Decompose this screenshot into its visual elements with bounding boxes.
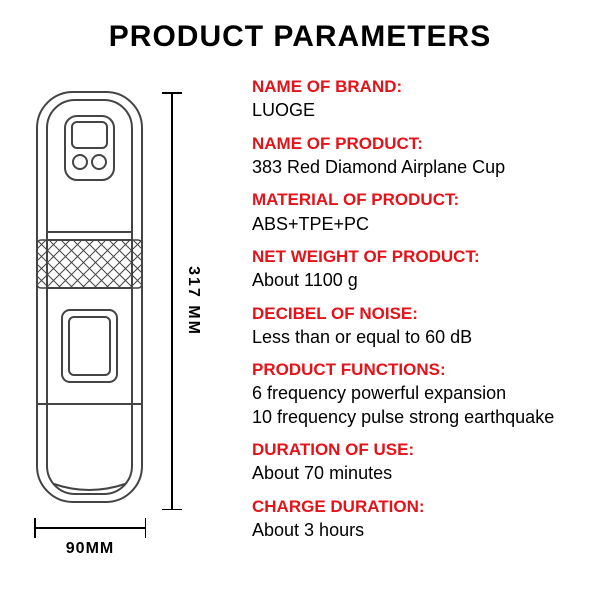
- dim-line-icon: [34, 527, 146, 529]
- spec-label: NET WEIGHT OF PRODUCT:: [252, 246, 578, 267]
- dim-cap-icon: [162, 509, 182, 511]
- width-value: 90MM: [34, 540, 146, 558]
- spec-item: NAME OF PRODUCT: 383 Red Diamond Airplan…: [252, 133, 578, 180]
- spec-value: Less than or equal to 60 dB: [252, 326, 578, 349]
- spec-value: About 1100 g: [252, 269, 578, 292]
- spec-value: ABS+TPE+PC: [252, 213, 578, 236]
- product-parameters-card: PRODUCT PARAMETERS: [0, 0, 600, 600]
- spec-item: DECIBEL OF NOISE: Less than or equal to …: [252, 303, 578, 350]
- spec-label: MATERIAL OF PRODUCT:: [252, 189, 578, 210]
- spec-label: DURATION OF USE:: [252, 439, 578, 460]
- dim-cap-icon: [145, 518, 147, 538]
- spec-value: About 70 minutes: [252, 462, 578, 485]
- spec-item: CHARGE DURATION: About 3 hours: [252, 496, 578, 543]
- spec-list: NAME OF BRAND: LUOGE NAME OF PRODUCT: 38…: [252, 72, 578, 572]
- spec-label: PRODUCT FUNCTIONS:: [252, 359, 578, 380]
- spec-value-line: 10 frequency pulse strong earthquake: [252, 406, 578, 429]
- dim-line-icon: [171, 92, 173, 510]
- spec-value: LUOGE: [252, 99, 578, 122]
- spec-item: NET WEIGHT OF PRODUCT: About 1100 g: [252, 246, 578, 293]
- spec-value: 383 Red Diamond Airplane Cup: [252, 156, 578, 179]
- spec-item: NAME OF BRAND: LUOGE: [252, 76, 578, 123]
- spec-label: NAME OF BRAND:: [252, 76, 578, 97]
- spec-value: About 3 hours: [252, 519, 578, 542]
- spec-label: CHARGE DURATION:: [252, 496, 578, 517]
- spec-value: 6 frequency powerful expansion 10 freque…: [252, 382, 578, 429]
- width-dimension: 90MM: [34, 518, 146, 558]
- product-outline-illustration: [22, 82, 157, 512]
- content-row: 317 MM 90MM NAME OF BRAND: LUOGE NAME OF…: [22, 72, 578, 572]
- spec-item: MATERIAL OF PRODUCT: ABS+TPE+PC: [252, 189, 578, 236]
- spec-item: PRODUCT FUNCTIONS: 6 frequency powerful …: [252, 359, 578, 429]
- diagram-area: 317 MM 90MM: [22, 72, 232, 572]
- page-title: PRODUCT PARAMETERS: [22, 20, 578, 54]
- spec-label: DECIBEL OF NOISE:: [252, 303, 578, 324]
- spec-value-line: 6 frequency powerful expansion: [252, 383, 506, 403]
- height-dimension: 317 MM: [162, 92, 212, 510]
- height-value: 317 MM: [184, 266, 202, 336]
- spec-label: NAME OF PRODUCT:: [252, 133, 578, 154]
- spec-item: DURATION OF USE: About 70 minutes: [252, 439, 578, 486]
